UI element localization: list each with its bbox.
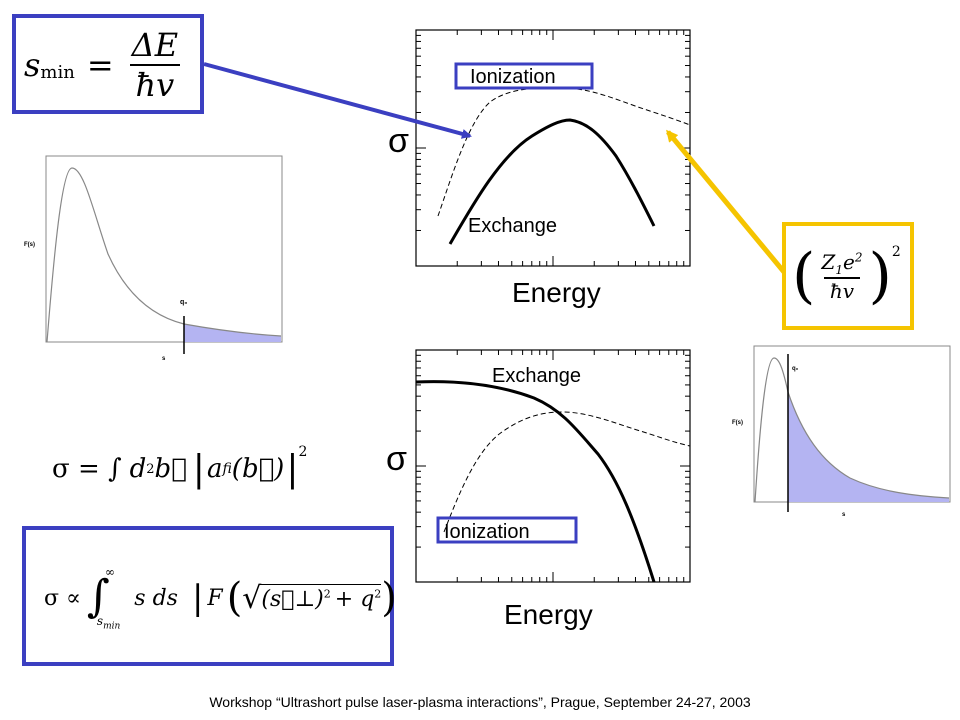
top-chart-label-exchange: Exchange — [468, 215, 557, 237]
bottom-chart-ticks — [415, 349, 691, 583]
mini-plot-left-svg: q₀ F(s) s — [24, 155, 283, 362]
mini-plot-left: q₀ F(s) s — [22, 154, 284, 364]
charge-factor-formula: ( Z1e2 ħv ) 2 — [792, 241, 901, 311]
top-chart-xlabel: Energy — [512, 277, 601, 308]
mini-plot-right: q₀ F(s) s — [730, 344, 952, 520]
smin-formula: s min = ΔE ħv — [24, 26, 184, 104]
mini-right-tail-fill — [788, 392, 949, 502]
bottom-chart-label-exchange: Exchange — [492, 365, 581, 387]
smin-formula-box: s min = ΔE ħv — [12, 14, 204, 114]
bottom-chart: Exchange Ionization σ Energy — [372, 346, 702, 636]
top-chart-label-ionization: Ionization — [470, 66, 556, 88]
bottom-chart-xlabel: Energy — [504, 599, 593, 630]
bottom-chart-label-ionization: Ionization — [444, 521, 530, 543]
top-chart-solid-curve — [448, 118, 656, 245]
mini-left-marker-label: q₀ — [180, 299, 187, 306]
bottom-chart-ylabel: σ — [386, 440, 407, 478]
bottom-chart-dashed-curve — [443, 411, 691, 533]
mini-right-ylabel: F(s) — [732, 420, 743, 426]
top-ionization-highlight — [454, 62, 594, 90]
sigma-proportional-formula: σ ∝ ∞ ∫ smin s ds | F ( √ (s⃗⊥)2 + q2 ) — [44, 564, 397, 632]
top-chart-ylabel: σ — [388, 122, 409, 160]
mini-right-frame — [753, 345, 951, 503]
bottom-chart-svg: Exchange Ionization σ Energy — [386, 349, 691, 630]
charge-factor-box: ( Z1e2 ħv ) 2 — [782, 222, 914, 330]
mini-left-xlabel: s — [162, 356, 166, 362]
top-chart-ticks — [415, 29, 691, 267]
mini-plot-right-svg: q₀ F(s) s — [732, 345, 951, 518]
gold-arrow — [666, 129, 786, 274]
mini-right-xlabel: s — [842, 512, 846, 518]
mini-right-marker-label: q₀ — [792, 366, 799, 372]
mini-left-curve — [46, 167, 282, 343]
mini-left-ylabel: F(s) — [24, 242, 35, 248]
bottom-chart-solid-curve — [415, 380, 656, 583]
top-chart-svg: Ionization Exchange σ Energy — [388, 29, 691, 308]
footer-text: Workshop “Ultrashort pulse laser-plasma … — [209, 694, 751, 710]
bottom-ionization-highlight — [436, 516, 578, 544]
blue-arrow — [203, 62, 472, 139]
sigma-integral-formula: σ = ∫ d 2 b⃗ | a fi (b⃗) | 2 — [52, 444, 308, 490]
sigma-proportional-box: σ ∝ ∞ ∫ smin s ds | F ( √ (s⃗⊥)2 + q2 ) — [22, 526, 397, 666]
top-chart: Ionization Exchange σ Energy — [372, 26, 702, 316]
